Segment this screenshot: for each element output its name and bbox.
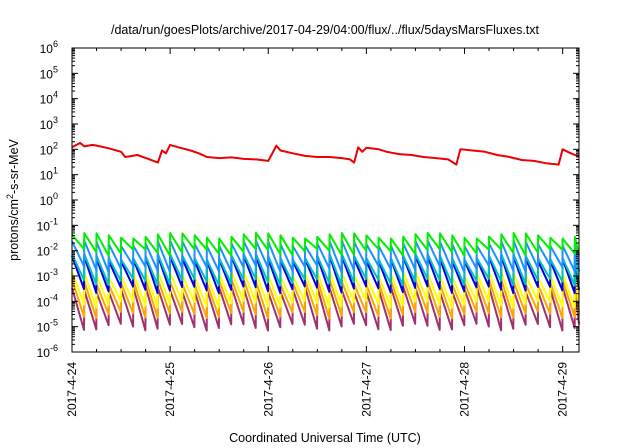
series-line	[71, 141, 580, 166]
y-tick-label: 104	[40, 90, 58, 107]
x-tick-label: 2017-4-27	[359, 362, 373, 417]
x-tick-label: 2017-4-24	[65, 362, 79, 417]
y-tick-label: 10-3	[37, 267, 58, 284]
y-tick-label: 10-1	[37, 216, 58, 233]
x-tick-label: 2017-4-25	[163, 362, 177, 417]
y-tick-label: 100	[40, 191, 58, 208]
y-tick-label: 103	[40, 115, 58, 132]
y-tick-label: 10-4	[37, 292, 58, 309]
y-tick-label: 10-6	[37, 343, 58, 360]
x-tick-label: 2017-4-26	[261, 362, 275, 417]
chart-title: /data/run/goesPlots/archive/2017-04-29/0…	[111, 23, 540, 37]
y-tick-label: 102	[40, 140, 58, 157]
y-axis-title: protons/cm2-s-sr-MeV	[5, 138, 21, 260]
y-axis-title-base: protons/cm	[7, 199, 21, 261]
y-axis-title-rest: -s-sr-MeV	[7, 138, 21, 194]
y-tick-label: 101	[40, 166, 58, 183]
y-tick-label: 105	[40, 64, 58, 81]
x-axis: 2017-4-24 2017-4-25 2017-4-26 2017-4-27 2017…	[65, 48, 570, 417]
y-axis-title-sup: 2	[5, 194, 15, 199]
y-tick-label: 10-5	[37, 318, 58, 335]
y-tick-label: 106	[40, 39, 58, 56]
x-axis-title: Coordinated Universal Time (UTC)	[229, 431, 421, 445]
series-layer	[71, 141, 580, 332]
x-tick-label: 2017-4-29	[556, 362, 570, 417]
x-tick-label: 2017-4-28	[458, 362, 472, 417]
y-tick-label: 10-2	[37, 242, 58, 259]
y-axis: 10-6 10-5 10-4 10-3 10-2 10-1 100 101 102 103 104 1…	[37, 39, 579, 360]
series-line	[71, 232, 580, 257]
